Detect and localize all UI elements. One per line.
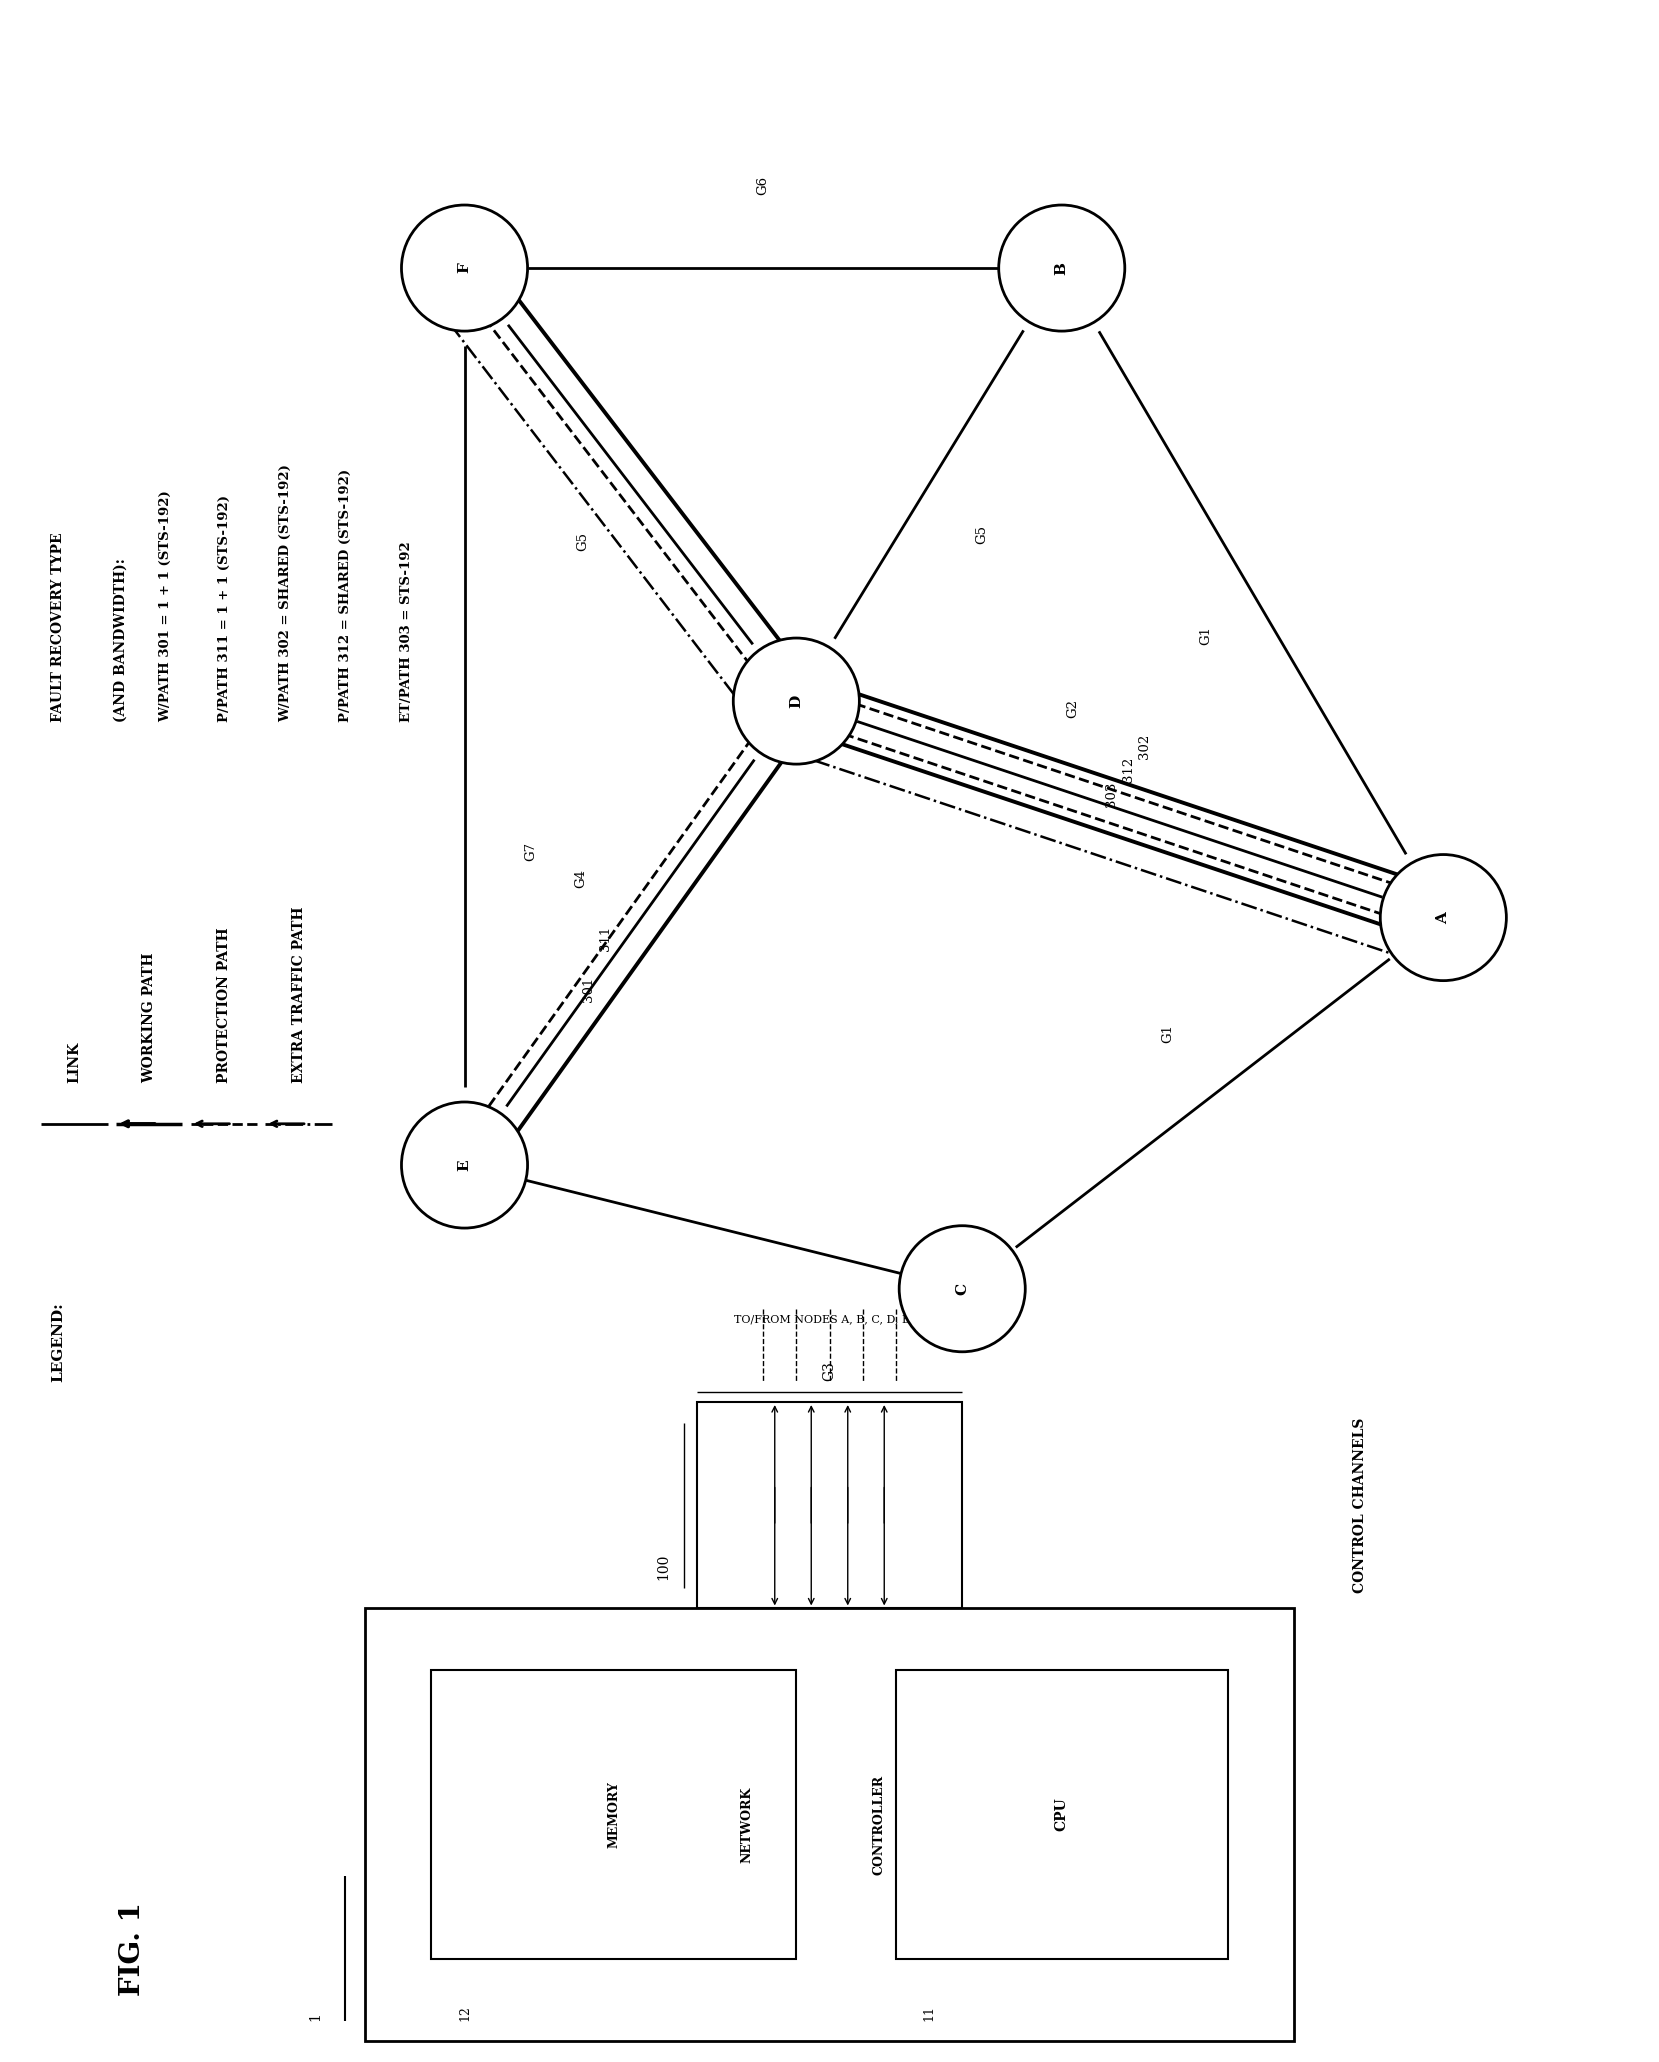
Text: EXTRA TRAFFIC PATH: EXTRA TRAFFIC PATH bbox=[292, 905, 305, 1083]
Text: 1: 1 bbox=[309, 2013, 322, 2021]
Text: LINK: LINK bbox=[68, 1041, 81, 1083]
Text: ET/PATH 303 = STS-192: ET/PATH 303 = STS-192 bbox=[400, 540, 413, 722]
Text: 311: 311 bbox=[599, 926, 612, 951]
Text: CPU: CPU bbox=[1055, 1798, 1068, 1831]
Text: 11: 11 bbox=[922, 2004, 936, 2021]
Text: LEGEND:: LEGEND: bbox=[51, 1301, 65, 1382]
Text: P/PATH 311 = 1 + 1 (STS-192): P/PATH 311 = 1 + 1 (STS-192) bbox=[217, 495, 231, 722]
Ellipse shape bbox=[401, 1101, 528, 1229]
Ellipse shape bbox=[999, 204, 1125, 332]
Text: G5: G5 bbox=[975, 526, 989, 544]
Text: G4: G4 bbox=[574, 868, 587, 889]
Text: MEMORY: MEMORY bbox=[607, 1782, 620, 1848]
Text: 303: 303 bbox=[1105, 781, 1118, 806]
Text: E: E bbox=[458, 1159, 471, 1171]
Text: W/PATH 302 = SHARED (STS-192): W/PATH 302 = SHARED (STS-192) bbox=[279, 464, 292, 722]
Text: F: F bbox=[458, 262, 471, 274]
Text: 301: 301 bbox=[582, 977, 596, 1002]
Ellipse shape bbox=[899, 1225, 1025, 1353]
Text: CONTROL CHANNELS: CONTROL CHANNELS bbox=[1354, 1417, 1367, 1594]
Text: W/PATH 301 = 1 + 1 (STS-192): W/PATH 301 = 1 + 1 (STS-192) bbox=[159, 491, 173, 722]
Text: G6: G6 bbox=[757, 175, 770, 196]
Text: G5: G5 bbox=[576, 532, 589, 551]
Bar bbox=[365, 1608, 1294, 2041]
Text: B: B bbox=[1055, 262, 1068, 274]
Ellipse shape bbox=[1380, 854, 1506, 982]
Text: FAULT RECOVERY TYPE: FAULT RECOVERY TYPE bbox=[51, 532, 65, 722]
Text: NETWORK: NETWORK bbox=[740, 1788, 753, 1862]
Text: 312: 312 bbox=[1121, 757, 1135, 781]
Text: G2: G2 bbox=[1065, 699, 1078, 718]
Text: 100: 100 bbox=[657, 1555, 670, 1579]
Text: A: A bbox=[1437, 911, 1450, 924]
Ellipse shape bbox=[401, 204, 528, 332]
Text: G1: G1 bbox=[1199, 627, 1213, 645]
Text: PROTECTION PATH: PROTECTION PATH bbox=[217, 928, 231, 1083]
Bar bbox=[896, 1670, 1228, 1959]
Ellipse shape bbox=[733, 637, 859, 765]
Text: CONTROLLER: CONTROLLER bbox=[873, 1775, 886, 1874]
Text: P/PATH 312 = SHARED (STS-192): P/PATH 312 = SHARED (STS-192) bbox=[338, 468, 352, 722]
Text: C: C bbox=[956, 1283, 969, 1295]
Text: G1: G1 bbox=[1161, 1023, 1175, 1043]
Text: WORKING PATH: WORKING PATH bbox=[143, 953, 156, 1083]
Text: TO/FROM NODES A, B, C, D, E, F: TO/FROM NODES A, B, C, D, E, F bbox=[733, 1316, 926, 1324]
Text: 302: 302 bbox=[1138, 734, 1151, 759]
Text: G7: G7 bbox=[524, 841, 538, 860]
Text: D: D bbox=[790, 695, 803, 707]
Text: (AND BANDWIDTH):: (AND BANDWIDTH): bbox=[114, 559, 128, 722]
Bar bbox=[431, 1670, 796, 1959]
Text: 12: 12 bbox=[458, 2004, 471, 2021]
Text: FIG. 1: FIG. 1 bbox=[119, 1901, 146, 1996]
Bar bbox=[697, 1402, 962, 1608]
Text: G3: G3 bbox=[823, 1361, 836, 1382]
